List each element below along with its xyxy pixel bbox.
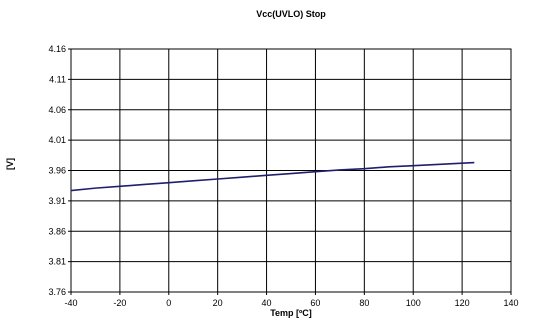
chart-title: Vcc(UVLO) Stop — [256, 9, 326, 19]
y-tick-label: 4.16 — [48, 44, 66, 54]
x-tick-label: -20 — [113, 298, 126, 308]
x-tick-label: 40 — [262, 298, 272, 308]
y-axis-title: [V] — [5, 158, 15, 170]
x-axis-title: Temp [ºC] — [270, 308, 312, 318]
y-tick-label: 4.06 — [48, 105, 66, 115]
y-tick-label: 3.86 — [48, 226, 66, 236]
y-tick-label: 3.76 — [48, 287, 66, 297]
series-line — [70, 161, 475, 192]
x-axis: -40 -20 0 20 40 60 80 100 120 140 — [64, 292, 519, 308]
x-tick-label: -40 — [64, 298, 77, 308]
x-tick-label: 80 — [359, 298, 369, 308]
y-tick-label: 4.11 — [49, 74, 66, 84]
x-tick-label: 20 — [213, 298, 223, 308]
grid — [70, 48, 512, 293]
series-layer — [70, 161, 475, 192]
y-tick-label: 4.01 — [48, 135, 66, 145]
x-tick-label: 100 — [406, 298, 421, 308]
x-tick-label: 140 — [503, 298, 518, 308]
y-tick-label: 3.91 — [48, 196, 66, 206]
x-tick-label: 0 — [166, 298, 171, 308]
x-tick-label: 120 — [455, 298, 470, 308]
y-tick-label: 3.96 — [48, 166, 66, 176]
x-tick-label: 60 — [310, 298, 320, 308]
y-axis: 3.76 3.81 3.86 3.91 3.96 4.01 4.06 4.11 4.16 — [48, 44, 71, 297]
y-tick-label: 3.81 — [48, 257, 66, 267]
